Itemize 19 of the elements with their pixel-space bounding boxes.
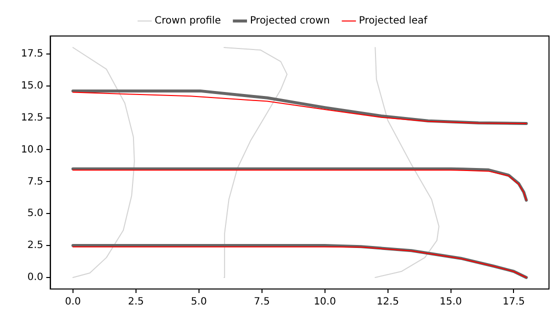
y-tick-label: 0.0 bbox=[27, 272, 44, 284]
y-tick-label: 15.0 bbox=[21, 80, 44, 92]
y-tick-label: 7.5 bbox=[27, 176, 44, 188]
y-tick-label: 5.0 bbox=[27, 208, 44, 220]
x-tick-label: 10.0 bbox=[314, 296, 336, 308]
legend-label: Crown profile bbox=[154, 16, 221, 27]
x-tick-label: 0.0 bbox=[64, 296, 81, 308]
x-tick-label: 5.0 bbox=[190, 296, 207, 308]
y-tick-label: 12.5 bbox=[21, 112, 44, 124]
x-tick-label: 2.5 bbox=[128, 296, 144, 308]
legend-label: Projected leaf bbox=[358, 16, 428, 27]
x-tick-label: 7.5 bbox=[254, 296, 270, 308]
x-tick-label: 12.5 bbox=[376, 296, 399, 308]
y-tick-label: 17.5 bbox=[21, 48, 44, 60]
y-tick-label: 2.5 bbox=[27, 240, 44, 252]
legend-label: Projected crown bbox=[250, 16, 330, 27]
x-tick-label: 17.5 bbox=[502, 296, 525, 308]
y-tick-label: 10.0 bbox=[21, 144, 44, 156]
x-tick-label: 15.0 bbox=[440, 296, 462, 308]
